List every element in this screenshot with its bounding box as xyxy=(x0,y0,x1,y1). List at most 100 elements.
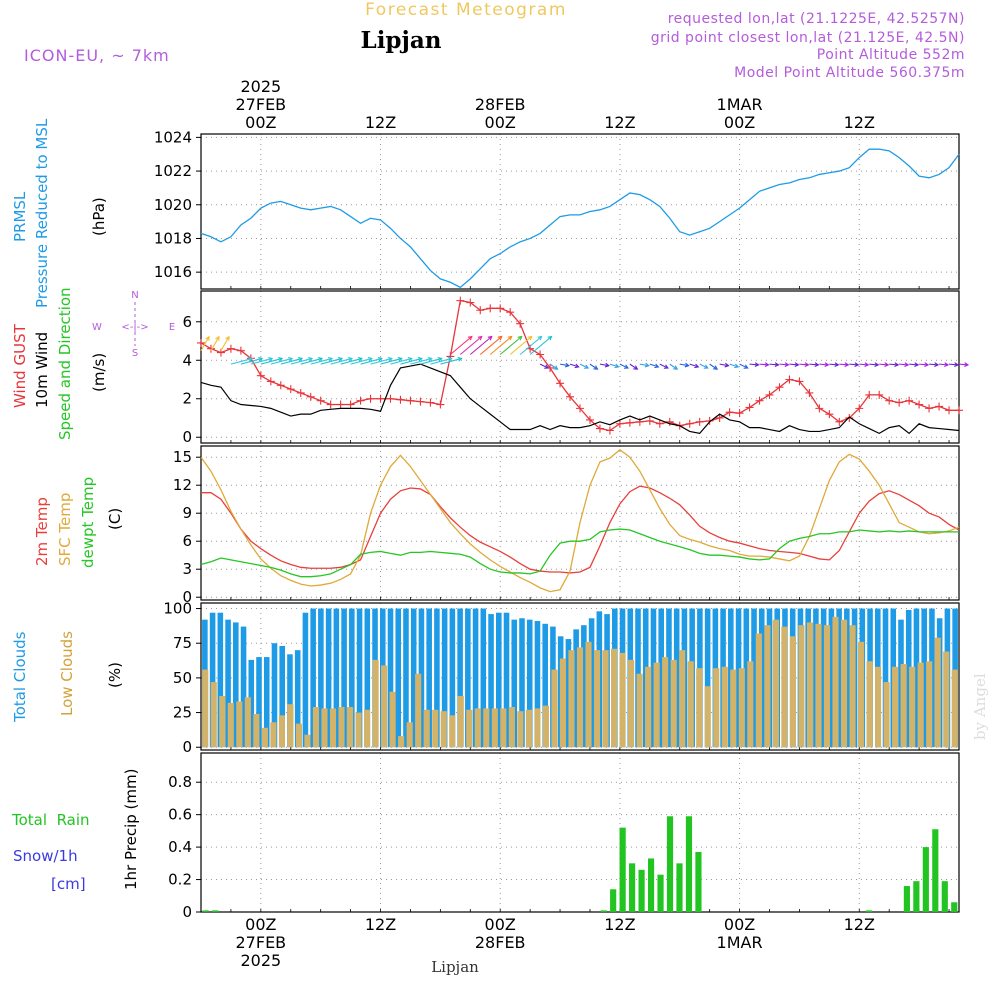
rain-bar xyxy=(600,910,607,912)
wind-arrow xyxy=(909,363,919,366)
speed-direction-label: Speed and Direction xyxy=(56,287,74,440)
low_clouds-bar xyxy=(253,713,260,748)
gust-point xyxy=(665,417,674,426)
low_clouds-bar xyxy=(406,722,413,748)
wind-arrow-head xyxy=(884,362,890,368)
low_clouds-bar xyxy=(645,666,652,748)
wind-arrow-head xyxy=(834,362,840,368)
rain-bar xyxy=(913,881,920,912)
wind-arrow-head xyxy=(604,362,610,368)
total_clouds-bar xyxy=(526,619,533,748)
low_clouds-bar xyxy=(372,659,379,748)
temp-side-labels: 2m Temp SFC Temp dewpt Temp (C) xyxy=(33,477,124,568)
wind-arrow-head xyxy=(934,362,940,368)
wind-arrow xyxy=(539,363,549,369)
wind-arrow-head xyxy=(367,356,373,362)
gust-point xyxy=(516,319,525,328)
gust-point xyxy=(935,402,944,411)
footer-location: Lipjan xyxy=(431,958,479,976)
low_clouds-bar xyxy=(364,709,371,748)
total_clouds-bar xyxy=(233,622,239,748)
low_clouds-bar xyxy=(534,708,541,748)
total_clouds-bar xyxy=(542,623,548,748)
low_clouds-bar xyxy=(585,641,592,748)
gust-point xyxy=(366,394,375,403)
wind-arrow xyxy=(679,363,689,367)
wind-gust-label: Wind GUST xyxy=(11,323,29,408)
wind-arrow-head xyxy=(584,364,590,369)
gust-point xyxy=(795,377,804,386)
gust-point xyxy=(506,308,515,317)
ytick-label: 1022 xyxy=(154,162,192,180)
low_clouds-bar xyxy=(849,625,856,748)
low_clouds-bar xyxy=(244,697,251,748)
total_clouds-bar xyxy=(519,618,525,748)
total_clouds-bar xyxy=(426,608,432,748)
top-time-label: 00Z xyxy=(485,113,516,132)
wind-arrow xyxy=(929,363,939,366)
wind-arrow-head xyxy=(964,362,970,368)
rain-bar xyxy=(951,902,958,912)
low_clouds-bar xyxy=(747,661,754,748)
wind-arrow-head xyxy=(734,363,740,369)
wind-arrow xyxy=(639,363,649,367)
top-time-label: 1MAR xyxy=(717,95,763,114)
low_clouds-bar xyxy=(917,662,924,748)
total_clouds-bar xyxy=(410,608,417,748)
gust-point xyxy=(905,396,914,405)
wind-arrow xyxy=(649,363,659,368)
total_clouds-bar xyxy=(441,608,448,748)
wind-arrow-head xyxy=(794,362,800,368)
gust-point xyxy=(685,419,694,428)
ytick-label: 0 xyxy=(182,428,192,446)
wind-arrow xyxy=(230,357,253,365)
panel-frame xyxy=(200,752,960,913)
wind-arrow xyxy=(420,357,442,365)
wind-arrow xyxy=(440,357,462,365)
t2m-label: 2m Temp xyxy=(33,497,51,566)
gust-point xyxy=(695,417,704,426)
rain-bar xyxy=(865,910,873,912)
low_clouds-bar xyxy=(687,661,694,748)
low_clouds-bar xyxy=(892,666,899,748)
total_clouds-bar xyxy=(658,608,664,748)
point-altitude-label: Point Altitude 552m xyxy=(817,47,965,63)
gust-point xyxy=(755,396,764,405)
rain-bar xyxy=(666,816,674,912)
bottom-time-label: 27FEB xyxy=(236,933,287,952)
gust-point xyxy=(296,388,305,397)
gust-point xyxy=(925,404,934,413)
wind-arrow-head xyxy=(784,362,790,368)
low_clouds-bar xyxy=(832,616,839,748)
low_clouds-bar xyxy=(593,650,601,748)
rain-bar xyxy=(922,847,929,912)
total_clouds-bar xyxy=(403,608,409,748)
low_clouds-bar xyxy=(866,661,873,748)
wind-arrow xyxy=(629,363,638,370)
ytick-label: 50 xyxy=(173,669,192,687)
gust-point xyxy=(625,418,634,427)
low_clouds-bar xyxy=(943,651,950,748)
panel-precip: 0 0.2 0.4 0.6 0.8 xyxy=(168,752,960,921)
wind-arrow xyxy=(739,363,748,369)
sfc-line xyxy=(200,448,960,593)
wind10-label: 10m Wind xyxy=(33,332,51,408)
gust-point xyxy=(386,394,395,403)
low_clouds-bar xyxy=(287,704,294,748)
low_clouds-bar xyxy=(346,707,354,748)
wind-arrow-head xyxy=(824,362,830,368)
low_clouds-bar xyxy=(321,708,328,748)
rain-bar xyxy=(941,881,948,912)
total_clouds-bar xyxy=(364,608,371,748)
panel-frame xyxy=(200,445,960,601)
total_clouds-bar xyxy=(836,608,842,748)
gust-point xyxy=(376,394,385,403)
gust-point xyxy=(476,306,485,315)
total_clouds-bar xyxy=(581,625,587,748)
ytick-label: 9 xyxy=(182,504,192,522)
low_clouds-bar xyxy=(508,707,515,748)
gust-point xyxy=(256,371,265,380)
wind-arrow-head xyxy=(814,362,820,368)
low_clouds-bar xyxy=(449,715,456,748)
